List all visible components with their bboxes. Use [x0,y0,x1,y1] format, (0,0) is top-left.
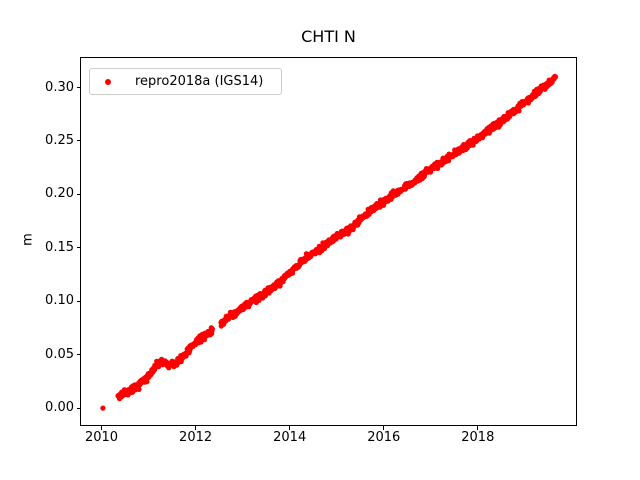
y-tick-mark [76,140,81,142]
x-tick-label: 2018 [461,430,495,445]
y-tick-label: 0.15 [45,239,74,255]
legend-marker-dot-icon [105,78,111,85]
y-tick-mark [76,354,81,356]
y-tick-mark [76,193,81,195]
x-tick-mark [289,425,291,430]
y-tick-label: 0.30 [45,79,74,95]
y-tick-mark [76,87,81,89]
y-tick-label: 0.25 [45,132,74,148]
legend-marker-handle [98,78,118,85]
x-tick-mark [383,425,385,430]
scatter-points-layer [100,73,559,411]
y-tick-mark [76,407,81,409]
x-tick-mark [477,425,479,430]
y-tick-mark [76,247,81,249]
legend-label: repro2018a (IGS14) [135,74,264,89]
y-tick-label: 0.10 [45,293,74,309]
y-tick-mark [76,300,81,302]
y-tick-label: 0.05 [45,346,74,362]
x-tick-label: 2012 [179,430,213,445]
x-tick-mark [101,425,103,430]
x-tick-label: 2016 [367,430,401,445]
y-tick-label: 0.20 [45,186,74,202]
y-tick-label: 0.00 [45,400,74,416]
legend: repro2018a (IGS14) [89,68,282,95]
plot-area: repro2018a (IGS14) [80,57,577,426]
x-tick-mark [195,425,197,430]
chart-title: CHTI N [301,27,356,46]
x-tick-label: 2014 [273,430,307,445]
x-tick-label: 2010 [84,430,119,445]
